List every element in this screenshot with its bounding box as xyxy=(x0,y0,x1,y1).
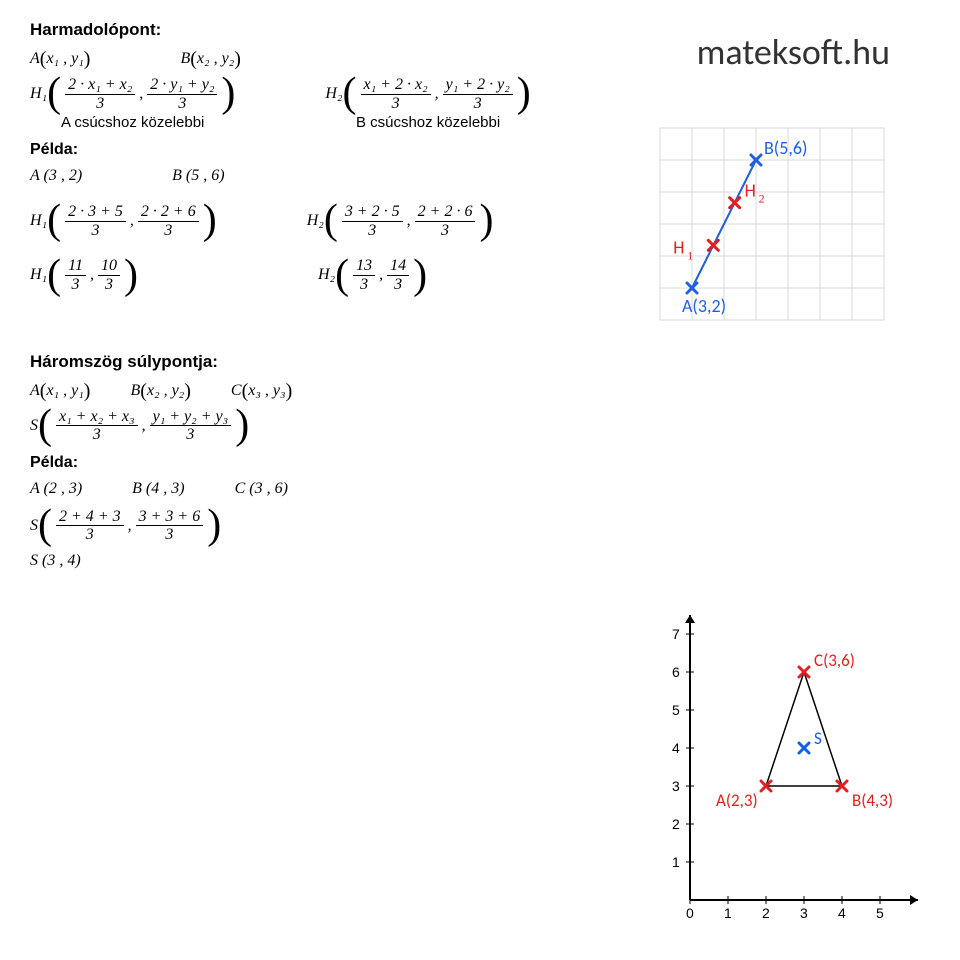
captionA: A csúcshoz közelebbi xyxy=(61,114,204,131)
svg-text:2: 2 xyxy=(762,905,770,920)
svg-text:4: 4 xyxy=(672,740,680,756)
exB2: B (4 , 3) xyxy=(132,480,184,498)
sp-C: C(x₃ , y₃) xyxy=(231,382,292,400)
suly-title: Háromszög súlypontja: xyxy=(30,352,930,372)
pelda-2: Példa: xyxy=(30,454,930,472)
svg-text:2: 2 xyxy=(672,816,680,832)
svg-text:B(4,3): B(4,3) xyxy=(852,790,893,811)
ex-A: A (3 , 2) xyxy=(30,167,82,185)
svg-text:H: H xyxy=(673,236,684,258)
svg-text:0: 0 xyxy=(686,905,694,920)
sp-B: B(x₂ , y₂) xyxy=(130,382,190,400)
figure-trisection: A(3,2) B(5,6) H1 H2 xyxy=(650,110,910,340)
H2-res: H₂ ( 133 , 143 ) xyxy=(318,257,427,293)
H2-formula: H₂ ( x₁ + 2 · x₂3 , y₁ + 2 · y₂3 ) xyxy=(325,76,530,112)
point-B: B ( x₂ , y₂ ) xyxy=(180,50,240,68)
svg-text:A(3,2): A(3,2) xyxy=(682,295,726,317)
H2-ex: H₂ ( 3 + 2 · 53 , 2 + 2 · 63 ) xyxy=(307,203,494,239)
S-formula: S ( x₁ + x₂ + x₃3 , y₁ + y₂ + y₃3 ) xyxy=(30,408,249,444)
H1-res: H₁ ( 113 , 103 ) xyxy=(30,257,138,293)
exA2: A (2 , 3) xyxy=(30,480,82,498)
exC2: C (3 , 6) xyxy=(235,480,288,498)
svg-text:C(3,6): C(3,6) xyxy=(814,650,855,671)
svg-text:3: 3 xyxy=(672,778,680,794)
svg-text:1: 1 xyxy=(672,854,680,870)
svg-text:6: 6 xyxy=(672,664,680,680)
svg-text:7: 7 xyxy=(672,626,680,642)
S-ex: S ( 2 + 4 + 33 , 3 + 3 + 63 ) xyxy=(30,508,221,544)
figure-centroid: 0 1 2 3 4 5 1 2 3 4 5 6 7 A(2,3) B(4,3) C(3,6) S xyxy=(650,600,950,920)
svg-text:H: H xyxy=(745,180,756,202)
watermark: mateksoft.hu xyxy=(697,30,890,74)
H1-formula: H₁ ( 2 · x₁ + x₂3 , 2 · y₁ + y₂3 ) xyxy=(30,76,235,112)
svg-text:B(5,6): B(5,6) xyxy=(764,137,807,159)
svg-text:4: 4 xyxy=(838,905,846,920)
point-A: A ( x₁ , y₁ ) xyxy=(30,50,90,68)
svg-text:1: 1 xyxy=(687,248,693,262)
svg-text:3: 3 xyxy=(800,905,808,920)
svg-text:5: 5 xyxy=(672,702,680,718)
svg-text:5: 5 xyxy=(876,905,884,920)
captionB: B csúcshoz közelebbi xyxy=(356,114,500,131)
sp-A: A(x₁ , y₁) xyxy=(30,382,90,400)
svg-text:A(2,3): A(2,3) xyxy=(716,790,758,811)
S-res: S (3 , 4) xyxy=(30,552,81,570)
H1-ex: H₁ ( 2 · 3 + 53 , 2 · 2 + 63 ) xyxy=(30,203,217,239)
svg-text:2: 2 xyxy=(759,192,765,206)
svg-text:S: S xyxy=(814,728,822,749)
ex-B: B (5 , 6) xyxy=(172,167,224,185)
svg-text:1: 1 xyxy=(724,905,732,920)
